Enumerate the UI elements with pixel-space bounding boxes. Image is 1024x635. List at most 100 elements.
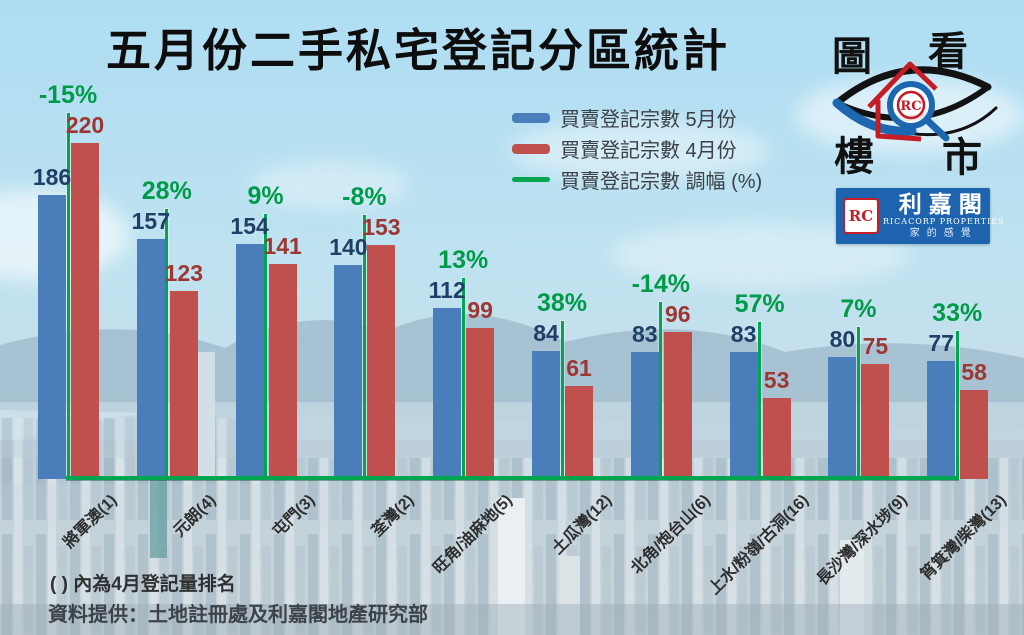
x-axis-label: 元朗(4) [171,491,220,541]
change-pct-label: 38% [536,288,588,317]
bar-april [169,291,198,479]
eye-logo: 圖 看 樓 市 RC [832,28,998,180]
logo-char-lau: 樓 [834,133,874,180]
change-line-baseline [66,476,959,480]
rank-footnote: ( ) 內為4月登記量排名 [50,574,236,595]
legend: 買賣登記宗數 5月份 買賣登記宗數 4月份 買賣登記宗數 調幅 (%) [512,102,762,195]
change-line-segment [66,112,70,479]
change-line-segment [856,326,860,479]
x-axis-label: 將軍澳(1) [60,491,121,552]
x-axis-label: 旺角/油麻地(5) [430,491,516,578]
magnifier-handle-icon [924,117,950,142]
magnifier-ring-icon [887,81,935,129]
legend-label-may: 買賣登記宗數 5月份 [560,109,737,131]
change-line-segment [560,320,564,479]
logo-char-tu: 圖 [832,33,872,80]
bar-may [532,350,560,479]
value-label-april: 53 [763,367,790,394]
bar-april [960,390,989,479]
change-line-segment [362,215,366,479]
bar-april [466,327,495,479]
change-pct-label: 57% [734,290,785,319]
ricacorp-monogram-icon: RC [843,198,879,234]
value-label-april: 123 [164,260,203,287]
bar-may [38,194,66,479]
bar-may [828,356,857,479]
x-axis-label: 上水/粉嶺/古洞(16) [706,491,813,599]
value-label-may: 157 [131,208,170,235]
value-label-may: 83 [730,321,757,348]
bar-may [630,352,659,479]
bar-april [565,385,593,479]
value-label-april: 99 [467,296,493,323]
rc-monogram-icon: RC [896,90,926,120]
change-pct-label: -14% [631,270,690,299]
x-axis-label: 筲箕灣/柴灣(13) [918,491,1010,584]
svg-text:RC: RC [900,99,921,114]
change-line-segment [955,331,959,479]
change-line-segment [758,322,762,479]
change-line-segment [264,213,268,479]
value-label-may: 83 [632,321,658,348]
x-axis-label: 屯門(3) [269,491,319,541]
x-axis-label: 荃灣(2) [368,491,418,541]
value-label-may: 186 [32,163,72,190]
house-icon [867,61,938,142]
ricacorp-subtitle: RICACORP PROPERTIES [883,217,1005,226]
value-label-april: 75 [862,333,889,360]
legend-item-change: 買賣登記宗數 調幅 (%) [512,164,762,195]
change-pct-label: -15% [38,80,98,109]
bar-may [927,361,956,479]
x-axis-label: 土瓜灣(12) [548,491,615,558]
ricacorp-logo: RC 利嘉閣 RICACORP PROPERTIES 家的感覺 [836,188,1004,244]
bar-may [334,265,363,479]
bar-april [367,245,396,479]
bar-may [729,352,758,479]
change-pct-label: 33% [932,299,983,328]
change-pct-label: 7% [840,294,877,323]
value-label-april: 141 [263,232,302,259]
value-label-may: 77 [928,330,954,357]
x-axis-label: 長沙灣/深水埗(9) [814,491,912,589]
bar-may [235,243,264,479]
logo-char-si: 市 [942,134,982,180]
value-label-april: 220 [65,111,105,138]
value-label-may: 112 [428,276,466,303]
change-pct-label: 28% [141,177,192,206]
ricacorp-name: 利嘉閣 [898,191,989,217]
source-footnote: 資料提供：土地註冊處及利嘉閣地產研究部 [48,604,428,626]
bar-april [268,263,297,479]
value-label-may: 80 [829,325,856,352]
change-line-segment [659,302,663,479]
bar-april [762,398,791,479]
change-pct-label: 13% [438,245,489,274]
legend-swatch-april-icon [512,143,550,154]
bar-may [136,239,165,479]
ricacorp-tagline: 家的感覺 [909,228,978,239]
value-label-april: 58 [961,359,987,386]
bar-april [71,142,99,479]
legend-item-april: 買賣登記宗數 4月份 [512,133,762,164]
value-label-may: 84 [533,319,559,346]
change-line-segment [461,277,465,479]
change-pct-label: -8% [342,183,387,212]
value-label-may: 140 [329,234,368,261]
legend-label-april: 買賣登記宗數 4月份 [560,140,737,162]
legend-item-may: 買賣登記宗數 5月份 [512,102,762,133]
ricacorp-monogram-text: RC [848,207,874,225]
page-title: 五月份二手私宅登記分區統計 [106,24,731,77]
bar-april [861,364,890,479]
value-label-april: 61 [566,354,592,381]
value-label-april: 96 [665,301,691,328]
bar-april [663,332,692,479]
change-pct-label: 9% [247,181,284,210]
value-label-april: 153 [362,214,401,241]
x-axis-label: 北角/炮台山(6) [628,491,714,578]
legend-swatch-may-icon [512,112,550,123]
legend-label-change: 買賣登記宗數 調幅 (%) [560,171,763,193]
change-line-segment [165,209,169,479]
value-label-may: 154 [230,212,269,239]
bar-may [433,307,462,479]
